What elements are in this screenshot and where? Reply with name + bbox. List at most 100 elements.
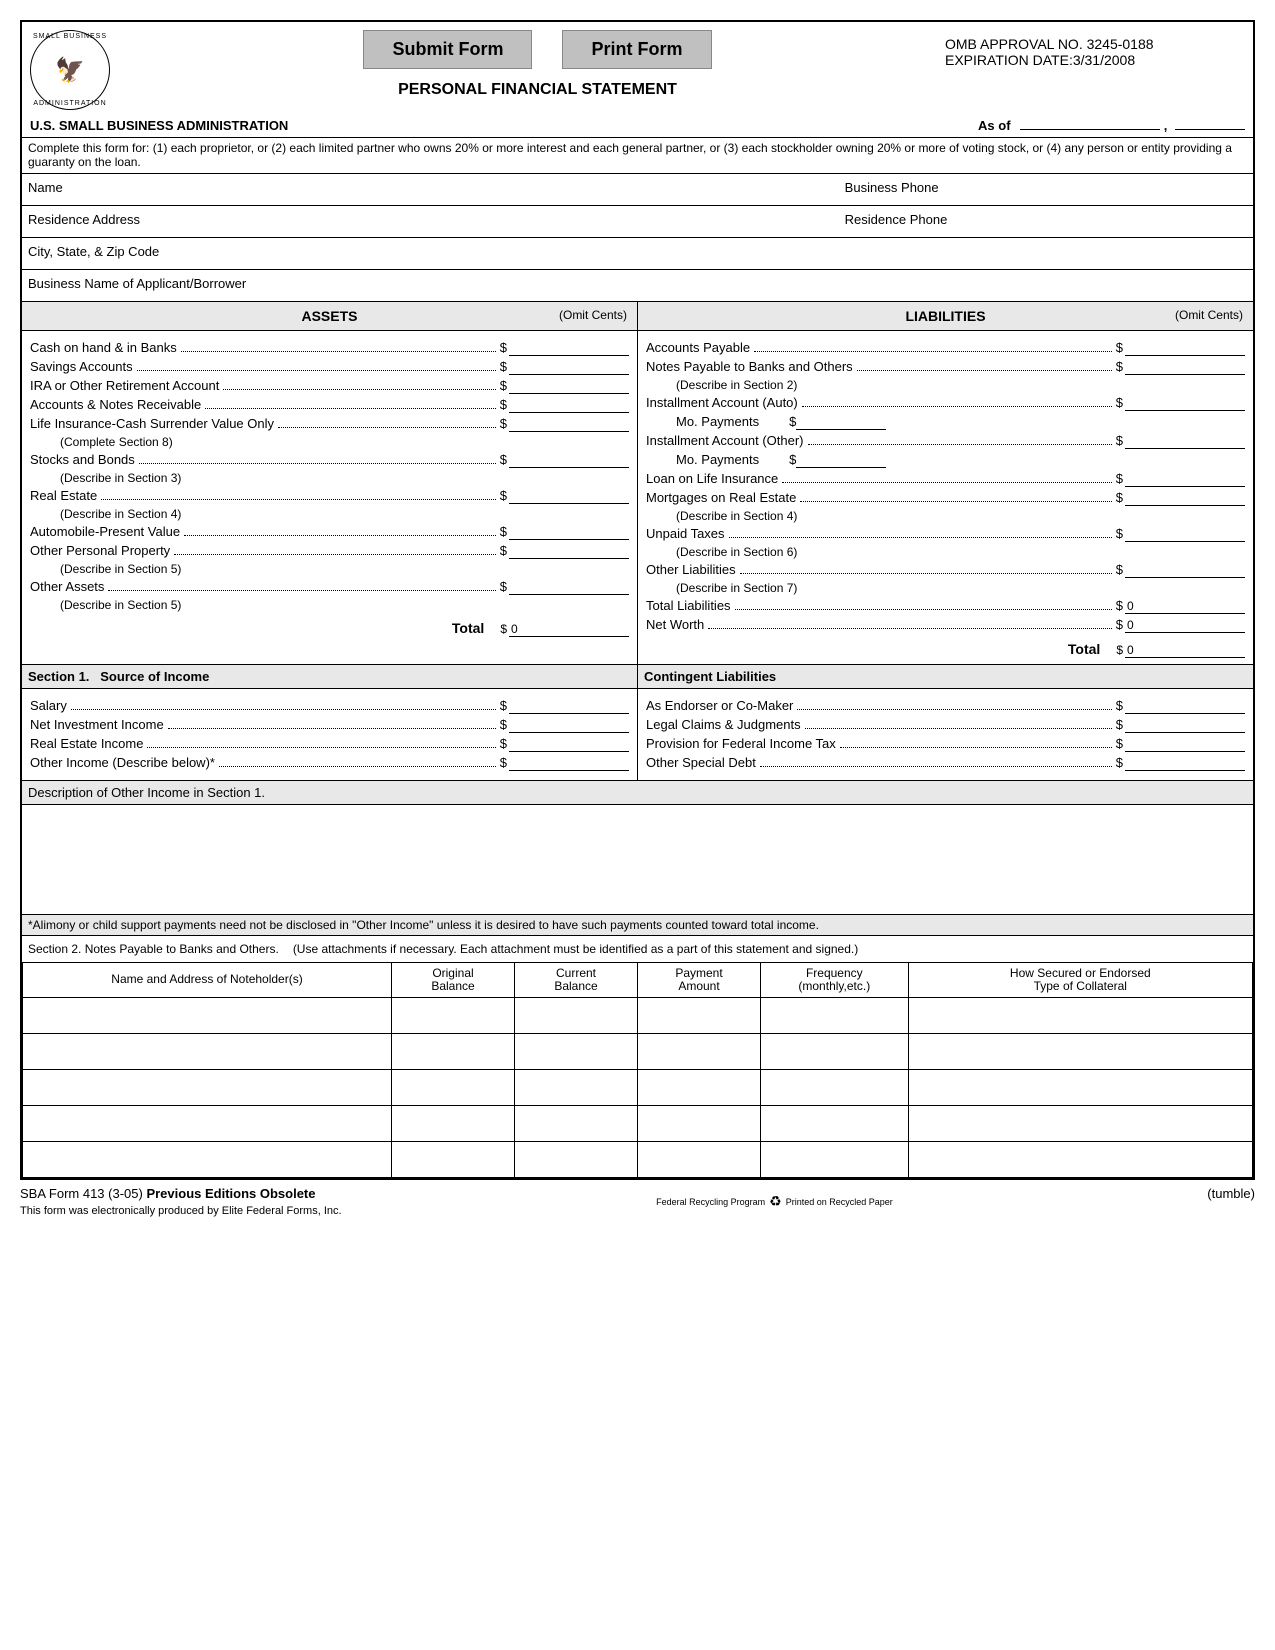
savings-label: Savings Accounts — [30, 359, 133, 374]
salary-input[interactable] — [509, 699, 629, 714]
print-button[interactable]: Print Form — [562, 30, 711, 69]
table-row[interactable] — [23, 1034, 1253, 1070]
section2-header: Section 2. Notes Payable to Banks and Ot… — [22, 935, 1253, 962]
ar-input[interactable] — [509, 398, 629, 413]
assets-header: ASSETS (Omit Cents) — [22, 302, 637, 330]
table-row[interactable] — [23, 1106, 1253, 1142]
oprop-sub: (Describe in Section 5) — [30, 562, 629, 576]
contingent-col: As Endorser or Co-Maker$ Legal Claims & … — [637, 689, 1253, 780]
submit-button[interactable]: Submit Form — [363, 30, 532, 69]
oliab-input[interactable] — [1125, 563, 1245, 578]
table-row[interactable] — [23, 1142, 1253, 1178]
bname-label: Business Name of Applicant/Borrower — [28, 276, 246, 291]
col-noteholder: Name and Address of Noteholder(s) — [23, 962, 392, 997]
desc-other-area[interactable] — [22, 804, 1253, 914]
legal-input[interactable] — [1125, 718, 1245, 733]
table-row[interactable] — [23, 1070, 1253, 1106]
legal-label: Legal Claims & Judgments — [646, 717, 801, 732]
section1-header: Section 1. Source of Income Contingent L… — [22, 664, 1253, 688]
netinv-input[interactable] — [509, 718, 629, 733]
np-input[interactable] — [1125, 360, 1245, 375]
lifeins-input[interactable] — [509, 417, 629, 432]
odebt-input[interactable] — [1125, 756, 1245, 771]
salary-label: Salary — [30, 698, 67, 713]
oassets-input[interactable] — [509, 580, 629, 595]
llife-label: Loan on Life Insurance — [646, 471, 778, 486]
reinc-input[interactable] — [509, 737, 629, 752]
ap-input[interactable] — [1125, 341, 1245, 356]
bphone-label: Business Phone — [845, 180, 939, 195]
assets-liab-header: ASSETS (Omit Cents) LIABILITIES (Omit Ce… — [22, 301, 1253, 330]
ar-label: Accounts & Notes Receivable — [30, 397, 201, 412]
sec2-title: Section 2. Notes Payable to Banks and Ot… — [28, 942, 279, 956]
assets-total-input[interactable] — [509, 622, 629, 637]
tliab-input[interactable] — [1125, 599, 1245, 614]
ira-input[interactable] — [509, 379, 629, 394]
oliab-sub: (Describe in Section 7) — [646, 581, 1245, 595]
button-bar: Submit Form Print Form — [130, 30, 945, 69]
mo1-input[interactable] — [796, 415, 886, 430]
liab-total-label: Total — [646, 641, 1116, 657]
llife-input[interactable] — [1125, 472, 1245, 487]
tumble: (tumble) — [1207, 1186, 1255, 1217]
row-city: City, State, & Zip Code — [22, 237, 1253, 269]
utax-input[interactable] — [1125, 527, 1245, 542]
auto-label: Automobile-Present Value — [30, 524, 180, 539]
mort-input[interactable] — [1125, 491, 1245, 506]
contingent-title: Contingent Liabilities — [644, 669, 776, 684]
liab-header: LIABILITIES (Omit Cents) — [637, 302, 1253, 330]
np-label: Notes Payable to Banks and Others — [646, 359, 853, 374]
utax-label: Unpaid Taxes — [646, 526, 725, 541]
cash-input[interactable] — [509, 341, 629, 356]
prov-label: Provision for Federal Income Tax — [646, 736, 836, 751]
re-sub: (Describe in Section 4) — [30, 507, 629, 521]
iauto-input[interactable] — [1125, 396, 1245, 411]
row-name: Name Business Phone — [22, 173, 1253, 205]
raddr-label: Residence Address — [28, 212, 140, 227]
iother-input[interactable] — [1125, 434, 1245, 449]
cash-label: Cash on hand & in Banks — [30, 340, 177, 355]
city-label: City, State, & Zip Code — [28, 244, 159, 259]
col-orig-bal: Original Balance — [392, 962, 515, 997]
instructions: Complete this form for: (1) each proprie… — [22, 137, 1253, 173]
stocks-sub: (Describe in Section 3) — [30, 471, 629, 485]
oprop-input[interactable] — [509, 544, 629, 559]
oinc-input[interactable] — [509, 756, 629, 771]
re-input[interactable] — [509, 489, 629, 504]
omb-number: OMB APPROVAL NO. 3245-0188 — [945, 36, 1245, 52]
mo2-input[interactable] — [796, 453, 886, 468]
netinv-label: Net Investment Income — [30, 717, 164, 732]
table-row[interactable] — [23, 998, 1253, 1034]
liab-total-input[interactable] — [1125, 643, 1245, 658]
np-sub: (Describe in Section 2) — [646, 378, 1245, 392]
header: SMALL BUSINESS 🦅 ADMINISTRATION Submit F… — [22, 22, 1253, 118]
agency-row: U.S. SMALL BUSINESS ADMINISTRATION As of… — [22, 118, 1253, 137]
recycle-icon: ♻ — [769, 1193, 782, 1210]
omit-left: (Omit Cents) — [559, 308, 627, 322]
lifeins-sub: (Complete Section 8) — [30, 435, 629, 449]
prov-input[interactable] — [1125, 737, 1245, 752]
oassets-label: Other Assets — [30, 579, 104, 594]
savings-input[interactable] — [509, 360, 629, 375]
oliab-label: Other Liabilities — [646, 562, 736, 577]
nw-input[interactable] — [1125, 618, 1245, 633]
asof-year-line[interactable] — [1175, 129, 1245, 130]
oinc-label: Other Income (Describe below)* — [30, 755, 215, 770]
assets-col: Cash on hand & in Banks$ Savings Account… — [22, 331, 637, 664]
logo-top-text: SMALL BUSINESS — [33, 33, 107, 40]
assets-liab-body: Cash on hand & in Banks$ Savings Account… — [22, 330, 1253, 664]
end-input[interactable] — [1125, 699, 1245, 714]
page-footer: SBA Form 413 (3-05) Previous Editions Ob… — [20, 1186, 1255, 1217]
name-label: Name — [28, 180, 63, 195]
row-bname: Business Name of Applicant/Borrower — [22, 269, 1253, 301]
auto-input[interactable] — [509, 525, 629, 540]
form-number: SBA Form 413 (3-05) — [20, 1186, 143, 1201]
form-title: PERSONAL FINANCIAL STATEMENT — [130, 81, 945, 99]
logo-cell: SMALL BUSINESS 🦅 ADMINISTRATION — [30, 30, 130, 110]
asof-date-line[interactable] — [1020, 129, 1160, 130]
stocks-input[interactable] — [509, 453, 629, 468]
obsolete-note: Previous Editions Obsolete — [146, 1186, 315, 1201]
form-page: SMALL BUSINESS 🦅 ADMINISTRATION Submit F… — [20, 20, 1255, 1180]
header-right: OMB APPROVAL NO. 3245-0188 EXPIRATION DA… — [945, 30, 1245, 68]
liab-col: Accounts Payable$ Notes Payable to Banks… — [637, 331, 1253, 664]
